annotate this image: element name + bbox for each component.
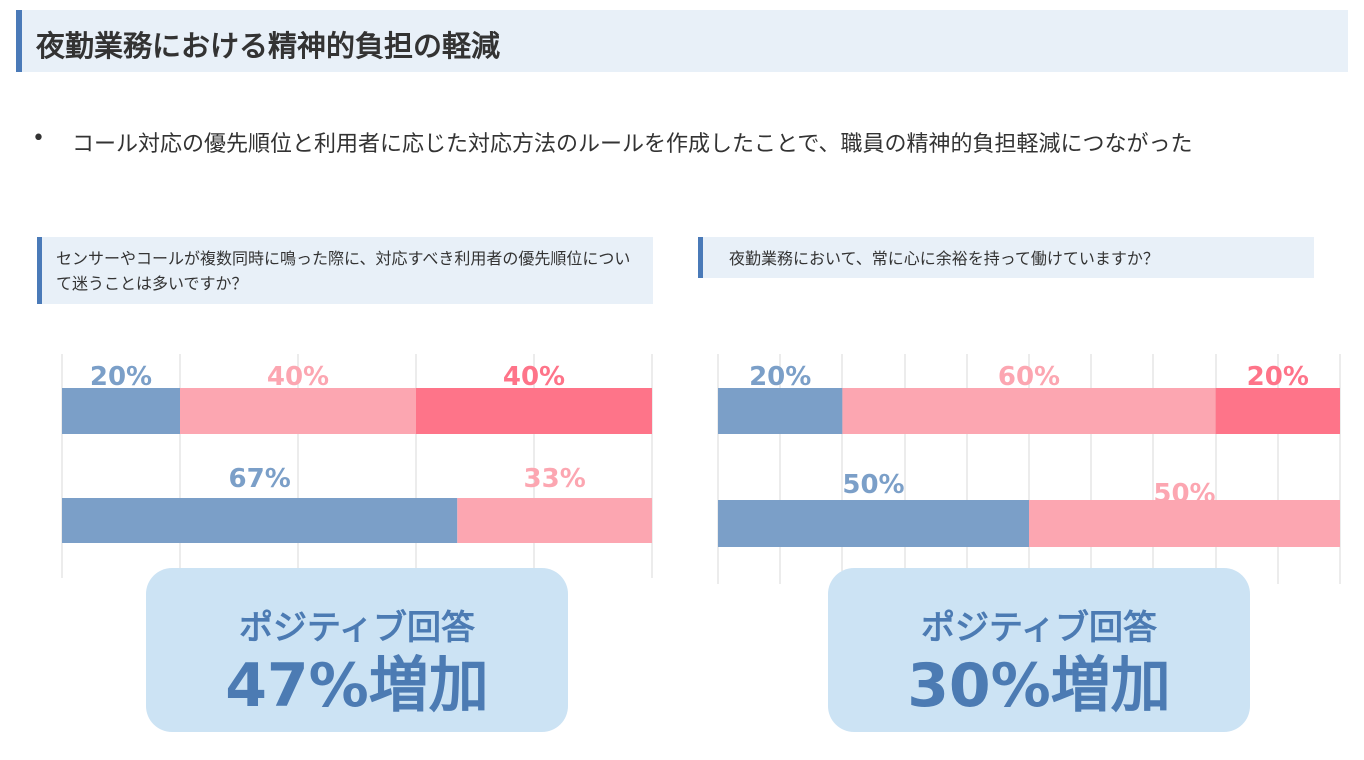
bar-segment <box>1215 388 1340 434</box>
result-bubble-1: ポジティブ回答 47%増加 <box>146 568 568 732</box>
bar-segment <box>180 388 416 434</box>
question-box-1: センサーやコールが複数同時に鳴った際に、対応すべき利用者の優先順位について迷うこ… <box>37 237 653 304</box>
bar-segment <box>1029 500 1340 547</box>
bullet-text: コール対応の優先順位と利用者に応じた対応方法のルールを作成したことで、職員の精神… <box>72 132 1193 157</box>
bar-segment <box>416 388 652 434</box>
bar-segment <box>842 388 1216 434</box>
page-title: 夜勤業務における精神的負担の軽減 <box>36 29 501 63</box>
result-bubble-2: ポジティブ回答 30%増加 <box>828 568 1250 732</box>
data-label: 33% <box>524 464 586 494</box>
data-label: 20% <box>749 362 811 392</box>
data-label: 50% <box>1153 479 1215 509</box>
bar-segment <box>62 498 458 543</box>
bullet-dot: • <box>32 126 45 151</box>
data-label: 20% <box>1247 362 1309 392</box>
data-label: 67% <box>229 464 291 494</box>
bar-segment <box>62 388 180 434</box>
title-bar: 夜勤業務における精神的負担の軽減 <box>16 10 1348 72</box>
bar-segment <box>718 500 1029 547</box>
data-label: 40% <box>267 362 329 392</box>
result-value-1: 47%増加 <box>225 651 489 721</box>
data-label: 40% <box>503 362 565 392</box>
question-box-2: 夜勤業務において、常に心に余裕を持って働けていますか？ <box>698 237 1314 278</box>
stacked-bar-chart-1: 20% 40% 40% 67% 33% <box>61 354 653 578</box>
data-label: 50% <box>842 470 904 500</box>
bullet-point: • コール対応の優先順位と利用者に応じた対応方法のルールを作成したことで、職員の… <box>32 126 1192 158</box>
data-label: 60% <box>998 362 1060 392</box>
data-label: 20% <box>90 362 152 392</box>
stacked-bar-chart-2: 20% 60% 20% 50% 50% <box>717 354 1341 584</box>
result-value-2: 30%増加 <box>907 651 1171 721</box>
bar-segment <box>718 388 843 434</box>
result-label-2: ポジティブ回答 <box>921 608 1157 648</box>
result-label-1: ポジティブ回答 <box>239 608 475 648</box>
bar-segment <box>457 498 652 543</box>
